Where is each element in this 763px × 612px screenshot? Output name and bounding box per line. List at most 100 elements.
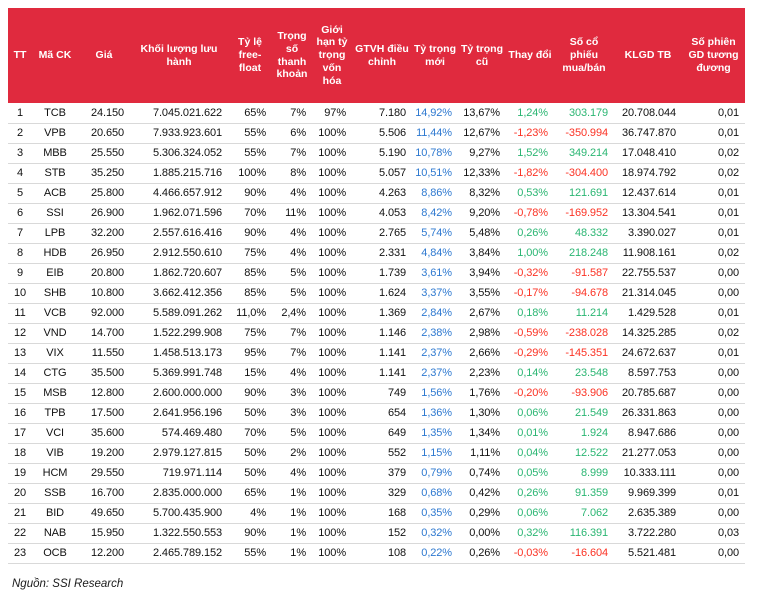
cell-ty-le-free-float: 75%	[228, 323, 272, 344]
cell-klgd-tb: 8.947.686	[614, 423, 682, 444]
cell-gioi-han-ty-trong-von-hoa: 100%	[312, 323, 352, 344]
cell-so-co-phieu-mua-ban: 1.924	[554, 423, 614, 444]
cell-gia: 26.950	[78, 243, 130, 264]
cell-so-co-phieu-mua-ban: 349.214	[554, 143, 614, 164]
cell-ma-ck: BID	[32, 503, 78, 524]
cell-ma-ck: SHB	[32, 283, 78, 304]
table-row: 23 OCB 12.200 2.465.789.152 55% 1% 100% 108 0,22…	[8, 543, 745, 564]
cell-ty-le-free-float: 55%	[228, 143, 272, 164]
cell-klgd-tb: 17.048.410	[614, 143, 682, 164]
cell-trong-so-thanh-khoan: 4%	[272, 463, 312, 484]
cell-ty-le-free-float: 4%	[228, 503, 272, 524]
cell-ty-trong-cu: 2,23%	[458, 363, 506, 384]
cell-gioi-han-ty-trong-von-hoa: 100%	[312, 163, 352, 184]
cell-ty-trong-moi: 1,36%	[412, 403, 458, 424]
cell-so-co-phieu-mua-ban: -304.400	[554, 163, 614, 184]
cell-ty-trong-cu: 3,55%	[458, 283, 506, 304]
cell-gtvh-dieu-chinh: 1.141	[352, 363, 412, 384]
cell-tt: 10	[8, 283, 32, 304]
cell-gioi-han-ty-trong-von-hoa: 100%	[312, 183, 352, 204]
cell-ma-ck: SSB	[32, 483, 78, 504]
cell-so-phien-gd-tuong-duong: 0,00	[682, 363, 745, 384]
cell-ty-le-free-float: 95%	[228, 343, 272, 364]
cell-klgd-tb: 1.429.528	[614, 303, 682, 324]
cell-ma-ck: VCB	[32, 303, 78, 324]
cell-so-co-phieu-mua-ban: 23.548	[554, 363, 614, 384]
cell-khoi-luong-luu-hanh: 7.933.923.601	[130, 123, 228, 144]
cell-tt: 8	[8, 243, 32, 264]
cell-ty-le-free-float: 65%	[228, 483, 272, 504]
table-row: 16 TPB 17.500 2.641.956.196 50% 3% 100% 654 1,36…	[8, 403, 745, 424]
cell-khoi-luong-luu-hanh: 7.045.021.622	[130, 103, 228, 124]
cell-klgd-tb: 13.304.541	[614, 203, 682, 224]
cell-gia: 25.550	[78, 143, 130, 164]
cell-khoi-luong-luu-hanh: 2.641.956.196	[130, 403, 228, 424]
cell-ty-le-free-float: 55%	[228, 543, 272, 564]
cell-ty-trong-cu: 9,20%	[458, 203, 506, 224]
cell-ma-ck: HCM	[32, 463, 78, 484]
cell-klgd-tb: 3.722.280	[614, 523, 682, 544]
cell-thay-doi: -0,17%	[506, 283, 554, 304]
cell-ty-le-free-float: 85%	[228, 263, 272, 284]
cell-ma-ck: NAB	[32, 523, 78, 544]
cell-gia: 11.550	[78, 343, 130, 364]
column-header-ty-trong-moi: Tỷ trọng mới	[412, 8, 458, 103]
cell-ty-trong-cu: 2,66%	[458, 343, 506, 364]
cell-so-co-phieu-mua-ban: 303.179	[554, 103, 614, 124]
cell-ty-trong-moi: 0,22%	[412, 543, 458, 564]
cell-gtvh-dieu-chinh: 2.331	[352, 243, 412, 264]
cell-ty-le-free-float: 50%	[228, 463, 272, 484]
cell-klgd-tb: 26.331.863	[614, 403, 682, 424]
cell-thay-doi: 0,53%	[506, 183, 554, 204]
cell-gioi-han-ty-trong-von-hoa: 97%	[312, 103, 352, 124]
cell-gtvh-dieu-chinh: 5.506	[352, 123, 412, 144]
cell-tt: 5	[8, 183, 32, 204]
cell-ty-trong-moi: 1,35%	[412, 423, 458, 444]
cell-ma-ck: STB	[32, 163, 78, 184]
cell-thay-doi: 0,06%	[506, 503, 554, 524]
cell-gia: 12.200	[78, 543, 130, 564]
cell-gioi-han-ty-trong-von-hoa: 100%	[312, 403, 352, 424]
cell-ty-trong-moi: 0,68%	[412, 483, 458, 504]
table-row: 20 SSB 16.700 2.835.000.000 65% 1% 100% 329 0,68…	[8, 483, 745, 504]
cell-so-phien-gd-tuong-duong: 0,00	[682, 263, 745, 284]
cell-trong-so-thanh-khoan: 4%	[272, 223, 312, 244]
cell-khoi-luong-luu-hanh: 2.465.789.152	[130, 543, 228, 564]
table-row: 8 HDB 26.950 2.912.550.610 75% 4% 100% 2.331 4,8…	[8, 243, 745, 264]
cell-so-phien-gd-tuong-duong: 0,01	[682, 303, 745, 324]
column-header-gia: Giá	[78, 8, 130, 103]
cell-gtvh-dieu-chinh: 7.180	[352, 103, 412, 124]
cell-thay-doi: 1,52%	[506, 143, 554, 164]
column-header-tt: TT	[8, 8, 32, 103]
cell-so-phien-gd-tuong-duong: 0,00	[682, 543, 745, 564]
cell-khoi-luong-luu-hanh: 719.971.114	[130, 463, 228, 484]
cell-ma-ck: LPB	[32, 223, 78, 244]
cell-ty-trong-cu: 5,48%	[458, 223, 506, 244]
cell-so-phien-gd-tuong-duong: 0,01	[682, 343, 745, 364]
cell-tt: 6	[8, 203, 32, 224]
table-row: 18 VIB 19.200 2.979.127.815 50% 2% 100% 552 1,15…	[8, 443, 745, 464]
cell-gtvh-dieu-chinh: 108	[352, 543, 412, 564]
cell-ty-trong-cu: 1,11%	[458, 443, 506, 464]
cell-ty-trong-moi: 8,86%	[412, 183, 458, 204]
cell-ty-trong-moi: 4,84%	[412, 243, 458, 264]
cell-so-phien-gd-tuong-duong: 0,00	[682, 463, 745, 484]
cell-thay-doi: 0,01%	[506, 423, 554, 444]
cell-thay-doi: 0,26%	[506, 223, 554, 244]
cell-tt: 2	[8, 123, 32, 144]
cell-ty-trong-moi: 11,44%	[412, 123, 458, 144]
cell-klgd-tb: 8.597.753	[614, 363, 682, 384]
cell-gia: 35.500	[78, 363, 130, 384]
cell-thay-doi: 1,00%	[506, 243, 554, 264]
cell-ty-trong-moi: 0,79%	[412, 463, 458, 484]
cell-ty-trong-cu: 3,84%	[458, 243, 506, 264]
cell-ty-trong-cu: 1,76%	[458, 383, 506, 404]
cell-klgd-tb: 20.708.044	[614, 103, 682, 124]
cell-gia: 92.000	[78, 303, 130, 324]
cell-khoi-luong-luu-hanh: 5.589.091.262	[130, 303, 228, 324]
cell-gtvh-dieu-chinh: 168	[352, 503, 412, 524]
cell-khoi-luong-luu-hanh: 5.700.435.900	[130, 503, 228, 524]
cell-gioi-han-ty-trong-von-hoa: 100%	[312, 223, 352, 244]
cell-klgd-tb: 20.785.687	[614, 383, 682, 404]
cell-gia: 49.650	[78, 503, 130, 524]
